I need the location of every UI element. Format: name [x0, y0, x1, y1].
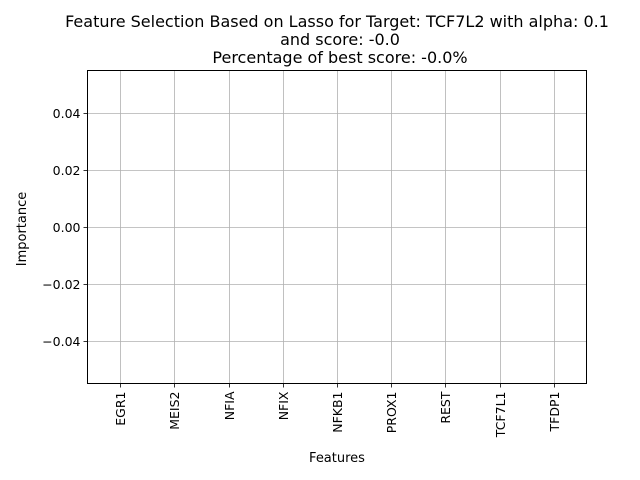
x-tick-label: NFKB1	[330, 392, 345, 433]
y-tick-label: 0.02	[53, 163, 81, 178]
grid-lines	[87, 70, 587, 384]
x-axis-label: Features	[309, 451, 365, 466]
y-axis-label: Importance	[15, 192, 30, 267]
x-tick-label: PROX1	[384, 392, 399, 434]
x-tick-label: EGR1	[113, 392, 128, 426]
x-tick-label: TFDP1	[547, 392, 562, 433]
x-tick-label: NFIX	[276, 391, 291, 420]
chart-title-line-1: Feature Selection Based on Lasso for Tar…	[65, 12, 609, 31]
y-axis-ticks: −0.04 −0.02 0.00 0.02 0.04	[42, 106, 88, 349]
x-tick-label: NFIA	[222, 391, 237, 420]
plot-area-frame	[87, 70, 587, 384]
y-tick-label: −0.02	[42, 277, 80, 292]
y-tick-label: 0.04	[53, 106, 81, 121]
y-tick-label: −0.04	[42, 334, 80, 349]
chart-title-line-2: and score: -0.0	[280, 30, 400, 49]
x-axis-ticks: EGR1 MEIS2 NFIA NFIX NFKB1 PROX1 REST TCF7L1 TFD…	[113, 383, 562, 439]
x-tick-label: REST	[438, 391, 453, 424]
x-tick-label: MEIS2	[167, 392, 182, 430]
x-tick-label: TCF7L1	[493, 392, 508, 439]
chart-title-line-3: Percentage of best score: -0.0%	[212, 48, 467, 67]
y-tick-label: 0.00	[53, 220, 81, 235]
chart-title: Feature Selection Based on Lasso for Tar…	[65, 12, 609, 67]
